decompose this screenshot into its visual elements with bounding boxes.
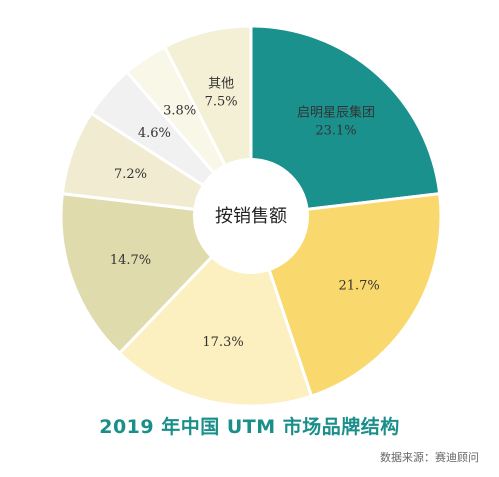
slice-value-label: 7.2% (114, 167, 147, 182)
slice-value-label: 4.6% (138, 126, 171, 141)
chart-title: 2019 年中国 UTM 市场品牌结构 (99, 416, 400, 438)
slice-value-label: 14.7% (110, 253, 151, 268)
slice-value-label: 3.8% (163, 104, 196, 119)
source-note: 数据来源：赛迪顾问 (380, 451, 479, 464)
slice-value-label: 17.3% (202, 335, 243, 350)
slice-value-label: 21.7% (338, 278, 379, 293)
slice-name-label: 其他 (208, 77, 234, 92)
slice-name-label: 启明星辰集团 (297, 104, 375, 120)
pie-slice-1 (249, 24, 442, 218)
slice-value-label: 7.5% (205, 95, 238, 110)
donut-chart: 按销售额 启明星辰集团 23.1% 21.7% 17.3% 14.7% 7.2% 4.6% 3… (59, 24, 443, 408)
center-label: 按销售额 (215, 206, 287, 227)
donut-hole (193, 158, 309, 274)
slice-value-label: 23.1% (315, 123, 356, 138)
